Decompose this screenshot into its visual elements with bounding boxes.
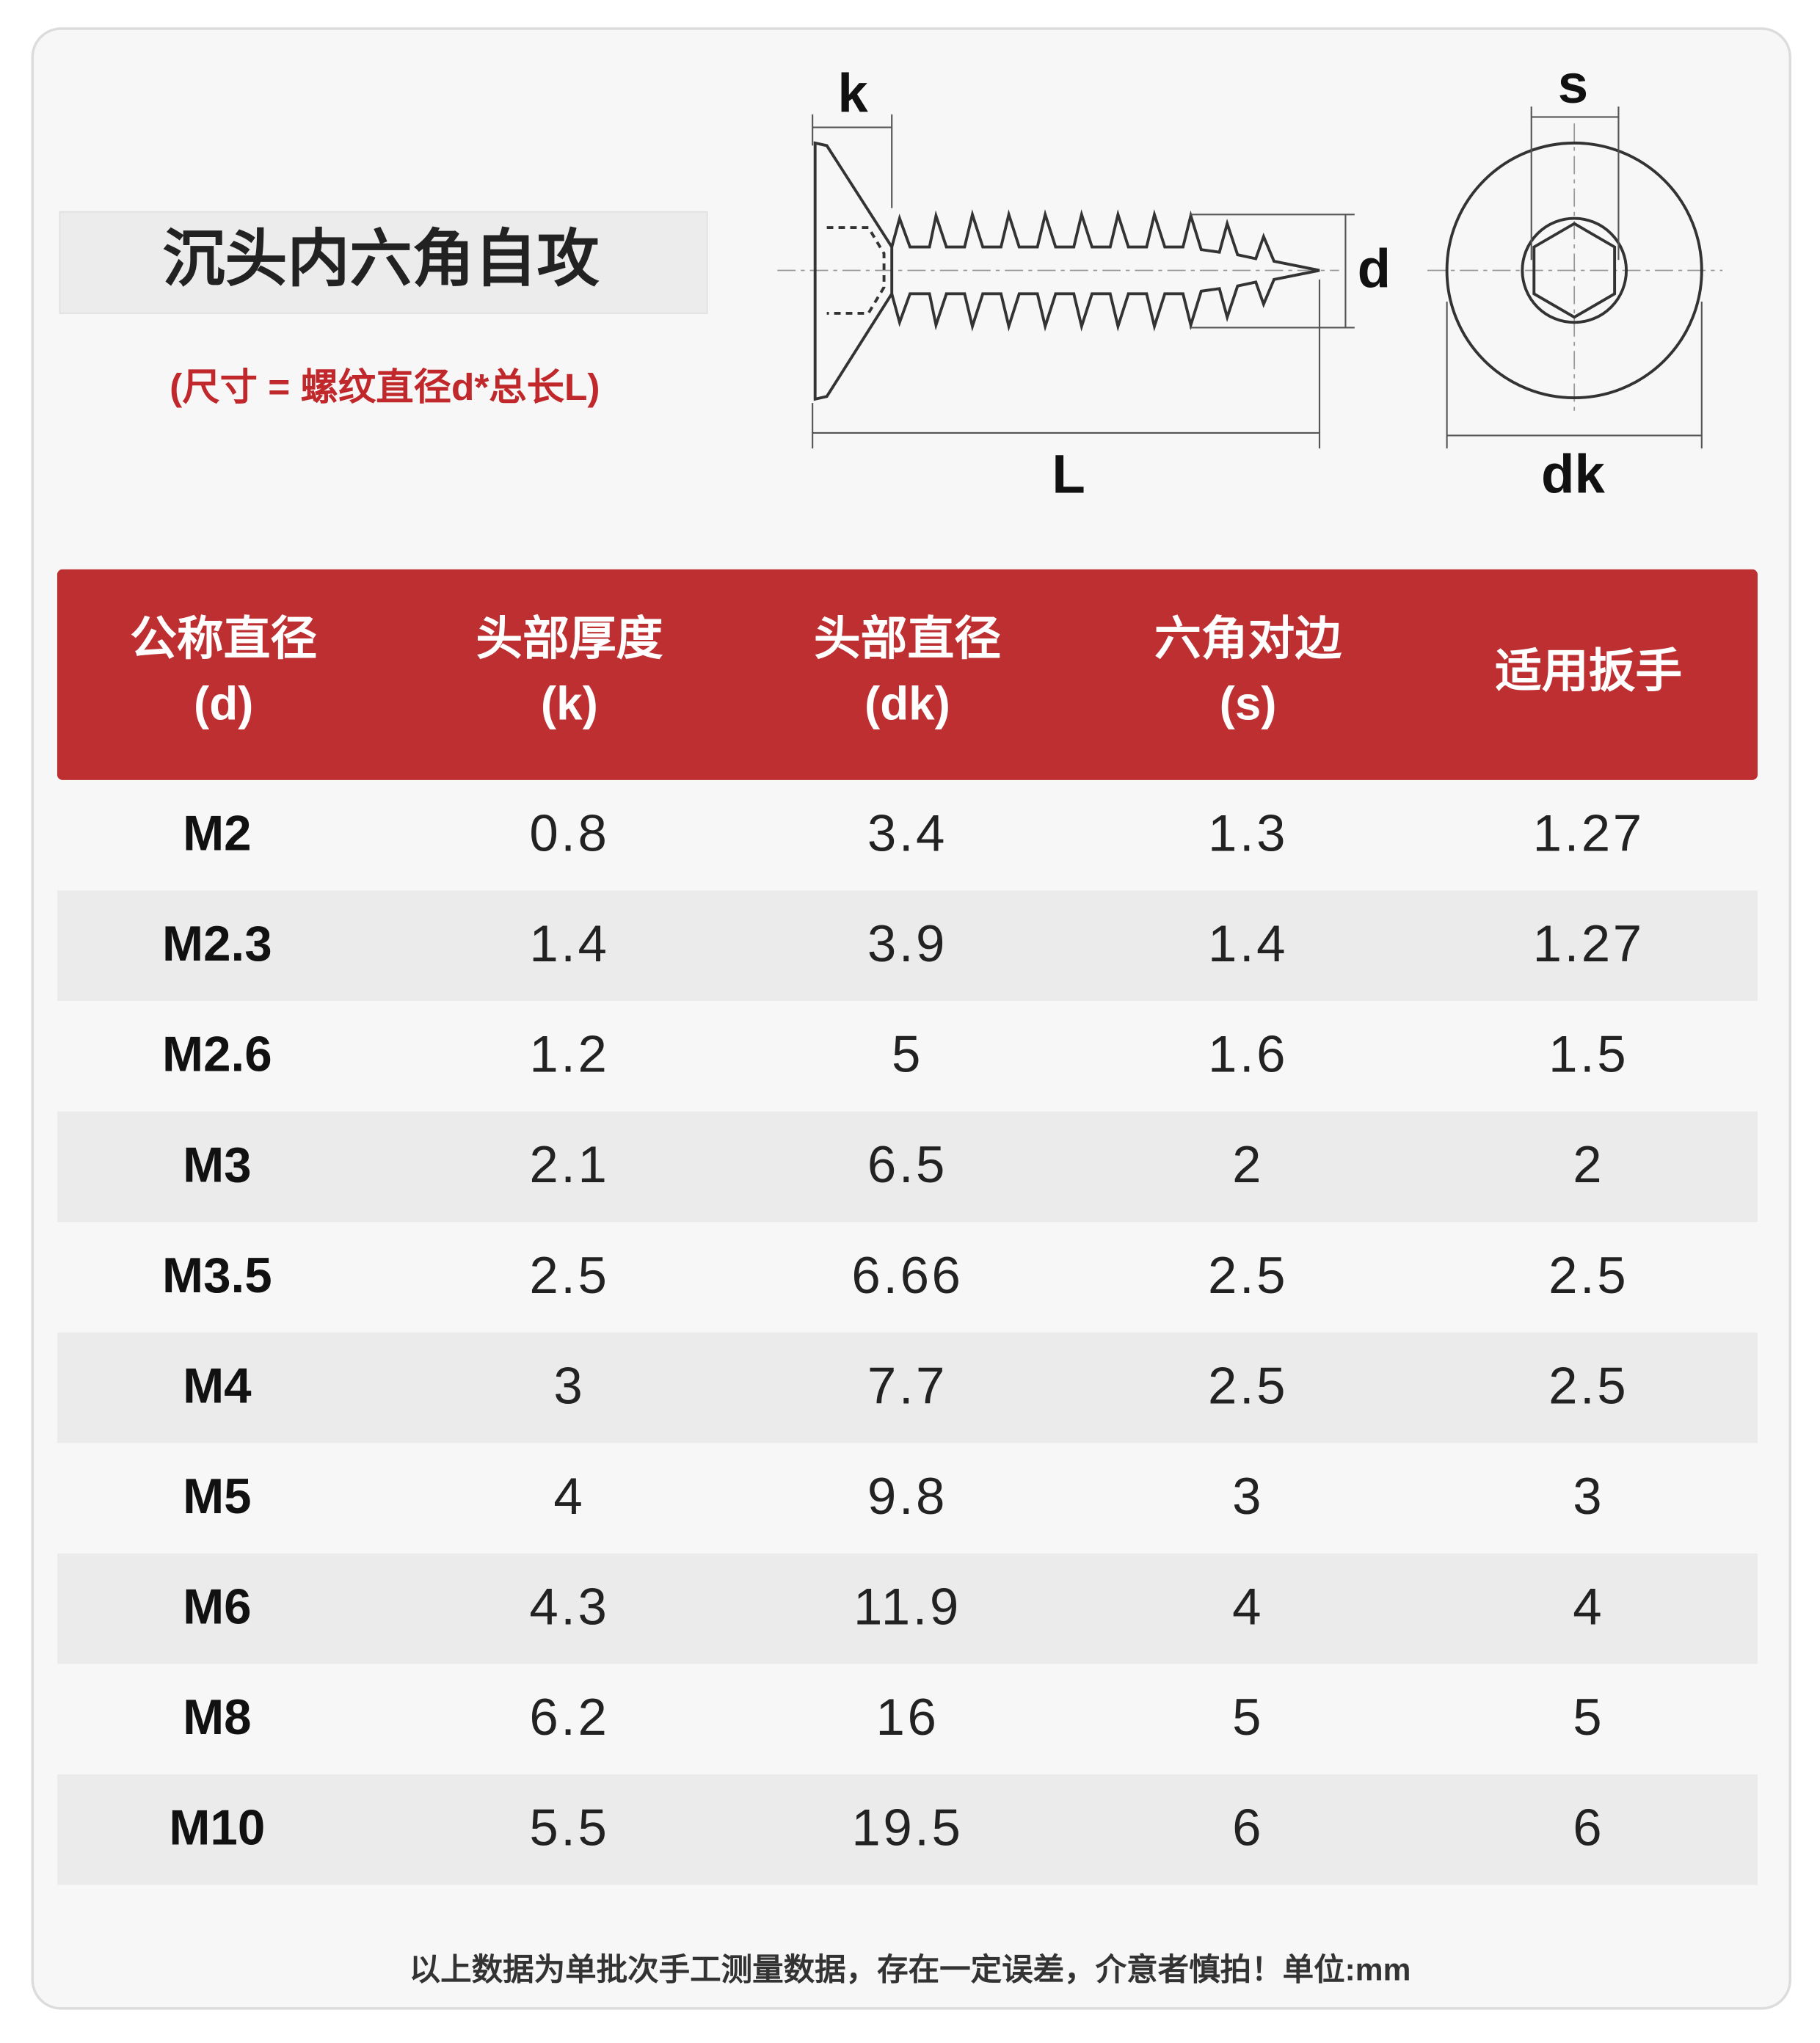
s-label: s — [1558, 54, 1588, 114]
cell: 1.5 — [1548, 1026, 1628, 1084]
cell: 6.2 — [529, 1689, 609, 1747]
cell: 3 — [1232, 1468, 1264, 1526]
cell: 2 — [1232, 1136, 1264, 1194]
cell: 1.2 — [529, 1026, 609, 1084]
cell: 1.27 — [1533, 915, 1645, 973]
cell: 1.27 — [1533, 805, 1645, 863]
row-label: M6 — [183, 1580, 252, 1635]
cell: 0.8 — [529, 805, 609, 863]
cell: 4 — [553, 1468, 585, 1526]
row-label: M5 — [183, 1469, 252, 1524]
cell: 6 — [1573, 1799, 1604, 1857]
cell: 1.4 — [529, 915, 609, 973]
column-header: 公称直径 — [130, 612, 317, 665]
footer-note: 以上数据为单批次手工测量数据，存在一定误差，介意者慎拍！单位:mm — [410, 1953, 1411, 1988]
cell: 16 — [876, 1689, 939, 1747]
cell: 2.1 — [529, 1136, 609, 1194]
cell: 3 — [1573, 1468, 1604, 1526]
thread — [890, 209, 1320, 332]
side-view: k d L — [777, 63, 1391, 505]
column-header: 头部直径 — [814, 612, 1001, 665]
cell: 4 — [1232, 1578, 1264, 1636]
row-label: M2 — [183, 806, 252, 862]
cell: 6.5 — [867, 1136, 947, 1194]
column-header: (dk) — [864, 677, 950, 730]
hexagon — [1532, 222, 1617, 319]
L-label: L — [1052, 444, 1085, 505]
cell: 3 — [553, 1357, 585, 1415]
column-header: (s) — [1220, 677, 1277, 730]
k-label: k — [837, 63, 868, 124]
cell: 19.5 — [851, 1799, 963, 1857]
cell: 4.3 — [529, 1578, 609, 1636]
cell: 2.5 — [1208, 1357, 1288, 1415]
k-dimension — [812, 114, 893, 208]
top-view: s dk — [1427, 54, 1723, 505]
row-label: M3.5 — [162, 1248, 272, 1303]
cell: 3.4 — [867, 805, 947, 863]
hex-socket — [826, 226, 886, 315]
cell: 11.9 — [853, 1578, 961, 1636]
cell: 6.66 — [851, 1247, 963, 1305]
dk-dimension — [1446, 301, 1703, 449]
cell: 1.6 — [1208, 1026, 1288, 1084]
column-header: (k) — [541, 677, 598, 730]
d-dimension — [1189, 214, 1355, 329]
table-header — [57, 569, 1758, 780]
cell: 4 — [1573, 1578, 1604, 1636]
title-box — [59, 211, 708, 314]
row-label: M2.6 — [162, 1027, 272, 1082]
L-dimension — [812, 279, 1321, 449]
cell: 2.5 — [1548, 1357, 1628, 1415]
title: 沉头内六角自攻 — [162, 225, 600, 294]
row-label: M2.3 — [162, 917, 272, 972]
socket-circle — [1521, 216, 1628, 324]
row-stripe — [57, 1111, 1758, 1223]
cell: 6 — [1232, 1799, 1264, 1857]
cell: 3.9 — [867, 915, 947, 973]
row-stripe — [57, 1332, 1758, 1443]
column-header: 六角对边 — [1154, 612, 1342, 665]
row-label: M4 — [183, 1358, 252, 1413]
row-label: M10 — [169, 1801, 265, 1856]
row-label: M3 — [183, 1137, 252, 1192]
d-label: d — [1358, 238, 1391, 299]
row-label: M8 — [183, 1690, 252, 1745]
cell: 5.5 — [529, 1799, 609, 1857]
cell: 5 — [1573, 1689, 1604, 1747]
row-stripe — [57, 1774, 1758, 1885]
cell: 7.7 — [867, 1357, 947, 1415]
subtitle: (尺寸 = 螺纹直径d*总长L) — [170, 365, 600, 408]
row-stripe — [57, 890, 1758, 1002]
cell: 5 — [1232, 1689, 1264, 1747]
card — [31, 27, 1792, 2010]
cell: 1.4 — [1208, 915, 1288, 973]
cell: 5 — [892, 1026, 923, 1084]
column-header: (d) — [194, 677, 253, 730]
s-dimension — [1530, 106, 1620, 261]
cell: 2.5 — [529, 1247, 609, 1305]
column-header: 头部厚度 — [476, 612, 663, 665]
cell: 2 — [1573, 1136, 1604, 1194]
table: 公称直径 (d) 头部厚度 (k) 头部直径 (dk) 六角对边 (s) 适用扳手 M2 0.8 3.… — [57, 612, 1758, 1885]
row-stripe — [57, 1553, 1758, 1664]
head-circle — [1445, 141, 1703, 400]
cell: 2.5 — [1548, 1247, 1628, 1305]
dk-label: dk — [1541, 444, 1605, 505]
cell: 1.3 — [1208, 805, 1288, 863]
cell: 2.5 — [1208, 1247, 1288, 1305]
cell: 9.8 — [867, 1468, 947, 1526]
column-header: 适用扳手 — [1495, 644, 1682, 697]
